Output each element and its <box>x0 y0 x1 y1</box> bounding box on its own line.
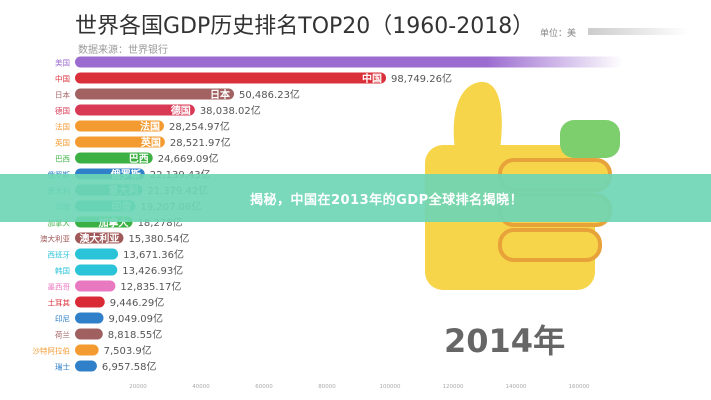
bar <box>75 280 116 292</box>
value-label: 8,818.55亿 <box>108 328 163 341</box>
category-label: 巴西 <box>55 155 70 164</box>
bar-inner-label: 澳大利亚 <box>79 232 119 245</box>
bar-inner-label: 巴西 <box>129 153 149 165</box>
chart-title: 世界各国GDP历史排名TOP20（1960-2018） <box>75 14 535 39</box>
category-label: 中国 <box>55 74 70 84</box>
value-label: 98,749.26亿 <box>391 72 452 85</box>
category-label: 土耳其 <box>48 298 71 308</box>
unit-fade <box>588 28 688 35</box>
bar <box>75 312 104 324</box>
x-tick-label: 120000 <box>443 384 464 390</box>
value-label: 12,835.17亿 <box>120 280 181 293</box>
x-tick-label: 80000 <box>318 384 336 390</box>
value-label: 38,038.02亿 <box>200 104 261 117</box>
x-tick-label: 60000 <box>255 384 273 390</box>
category-label: 法国 <box>55 122 70 132</box>
category-label: 美国 <box>55 58 70 68</box>
bar <box>75 152 153 164</box>
category-label: 瑞士 <box>55 362 70 372</box>
bar-inner-label: 英国 <box>140 136 161 149</box>
bar-inner-label: 日本 <box>210 88 231 101</box>
bar-inner-label: 法国 <box>140 120 160 133</box>
category-label: 印尼 <box>55 315 70 324</box>
x-tick-label: 100000 <box>380 384 401 390</box>
bar <box>75 328 103 340</box>
unit-label: 单位：美 <box>540 29 577 39</box>
category-label: 加拿大 <box>48 218 71 228</box>
year-label: 2014年 <box>444 322 566 360</box>
headline-banner: 揭秘，中国在2013年的GDP全球排名揭晓！ <box>0 174 711 222</box>
x-tick-label: 160000 <box>569 384 590 390</box>
value-label: 50,486.23亿 <box>239 88 300 101</box>
bar <box>75 56 624 68</box>
bar <box>75 232 124 244</box>
category-label: 澳大利亚 <box>40 234 70 244</box>
x-tick-label: 140000 <box>506 384 527 390</box>
bar <box>75 88 235 100</box>
category-label: 墨西哥 <box>48 283 71 292</box>
chart-subtitle: 数据来源：世界银行 <box>78 45 168 56</box>
bar-inner-label: 中国 <box>362 72 382 85</box>
bar <box>75 136 165 148</box>
category-label: 西班牙 <box>48 250 71 260</box>
bar <box>75 104 195 116</box>
bar-inner-label: 德国 <box>170 104 191 117</box>
category-label: 韩国 <box>55 266 70 276</box>
bar <box>75 72 387 84</box>
value-label: 28,254.97亿 <box>169 120 230 133</box>
x-tick-label: 20000 <box>129 384 147 390</box>
value-label: 13,671.36亿 <box>123 248 184 261</box>
value-label: 7,503.9亿 <box>104 344 152 357</box>
bar <box>75 296 105 308</box>
value-label: 6,957.58亿 <box>102 360 157 373</box>
value-label: 9,446.29亿 <box>110 296 165 309</box>
value-label: 15,380.54亿 <box>128 232 189 245</box>
bar <box>75 248 119 260</box>
x-tick-label: 40000 <box>192 384 210 390</box>
category-label: 日本 <box>55 90 70 100</box>
category-label: 德国 <box>55 106 70 116</box>
value-label: 28,521.97亿 <box>170 136 231 149</box>
category-label: 英国 <box>55 138 70 148</box>
bar <box>75 344 99 356</box>
value-label: 13,426.93亿 <box>122 264 183 277</box>
bar <box>75 360 97 372</box>
value-label: 9,049.09亿 <box>109 312 164 325</box>
category-label: 沙特阿拉伯 <box>33 346 71 356</box>
bar <box>75 264 118 276</box>
banner-text: 揭秘，中国在2013年的GDP全球排名揭晓！ <box>250 193 524 208</box>
bar <box>75 120 165 132</box>
value-label: 24,669.09亿 <box>158 152 219 165</box>
category-label: 荷兰 <box>55 330 70 340</box>
